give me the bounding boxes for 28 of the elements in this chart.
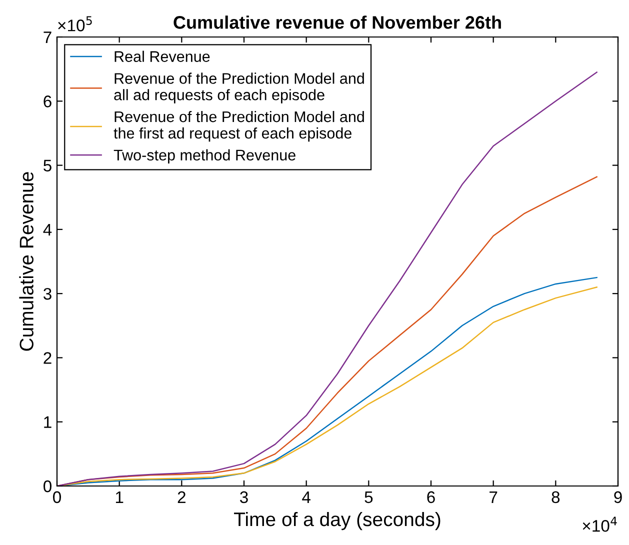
x-tick-label: 8: [552, 491, 560, 504]
x-tick-label: 9: [614, 491, 622, 504]
y-tick-label: 2: [44, 352, 52, 364]
y-tick-label: 0: [44, 480, 52, 492]
y-tick-label: 5: [44, 160, 52, 172]
x-tick-label: 3: [240, 491, 248, 504]
y-axis-title: Cumulative Revenue: [19, 172, 34, 351]
text: ×10$^{4}$: [582, 516, 617, 532]
x-tick-label: 4: [302, 491, 310, 503]
legend-label: Revenue of the Prediction Model and all ad requests of each episode: [114, 72, 364, 104]
y-tick-label: 3: [44, 288, 52, 300]
line-series: [57, 72, 598, 486]
legend-label: Real Revenue: [114, 50, 210, 62]
x-tick-label: 5: [364, 491, 373, 504]
x-tick-label: 7: [490, 491, 498, 503]
text: ×10$^{5}$: [58, 16, 92, 32]
chart-title: Cumulative revenue of November 26th: [174, 16, 501, 29]
legend-label: Revenue of the Prediction Model and the first ad request of each episode: [114, 110, 364, 142]
x-tick-label: 2: [178, 491, 186, 503]
y-tick-label: 7: [44, 32, 52, 44]
x-axis-title: Time of a day (seconds): [234, 512, 440, 530]
legend-label: Two-step method Revenue: [114, 149, 296, 164]
x-tick-label: 1: [116, 491, 124, 503]
y-tick-label: 1: [44, 416, 52, 428]
y-tick-label: 6: [44, 96, 52, 108]
x-tick-label: 6: [427, 491, 435, 504]
y-tick-label: 4: [43, 224, 52, 236]
x-tick-label: 0: [53, 491, 61, 504]
